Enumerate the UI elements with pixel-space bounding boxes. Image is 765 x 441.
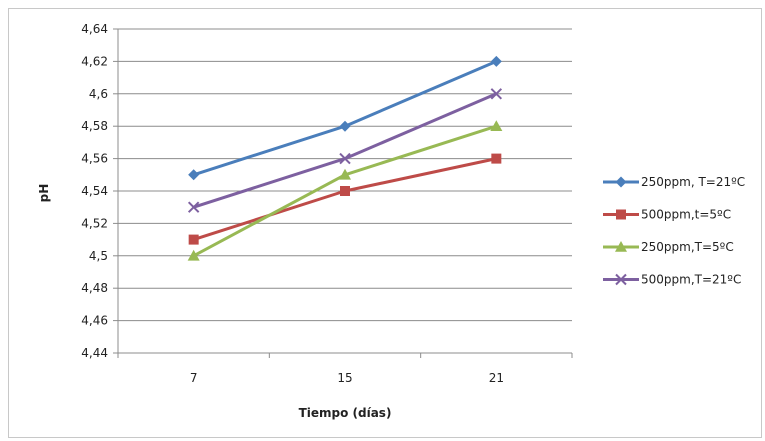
series-group [187, 55, 503, 261]
x-tick-label: 7 [190, 371, 198, 385]
legend-marker [616, 209, 626, 220]
data-point [188, 169, 200, 181]
data-point [490, 120, 503, 131]
data-point [490, 55, 502, 67]
y-tick-label: 4,46 [81, 314, 108, 328]
x-axis-title: Tiempo (días) [299, 406, 392, 420]
x-axis-ticks: 7 15 21 [190, 371, 504, 385]
marker-stroke [187, 201, 200, 213]
data-point [187, 249, 200, 261]
y-tick-label: 4,58 [81, 119, 108, 133]
x-tick-label: 21 [489, 371, 504, 385]
data-point [339, 120, 351, 132]
legend-marker [615, 176, 627, 188]
data-point [340, 186, 350, 196]
y-tick-label: 4,48 [81, 281, 108, 295]
legend-marker [615, 273, 627, 286]
y-tick-label: 4,6 [89, 87, 108, 101]
y-tick-label: 4,62 [81, 54, 108, 68]
legend-label: 500ppm,T=21ºC [641, 273, 741, 287]
y-tick-label: 4,44 [81, 346, 108, 360]
data-point [490, 88, 503, 100]
y-axis-ticks: 4,44 4,46 4,48 4,5 4,52 4,54 4,56 4,58 4,6 4,62 4,… [81, 22, 108, 360]
data-point [188, 234, 199, 245]
legend-label: 250ppm,T=5ºC [641, 240, 734, 254]
data-point [491, 153, 502, 164]
y-tick-label: 4,64 [81, 22, 108, 36]
legend-marker [615, 241, 627, 252]
y-tick-label: 4,52 [81, 216, 108, 230]
legend-label: 500ppm,t=5ºC [641, 208, 731, 222]
data-point [187, 201, 200, 213]
y-tick-label: 4,56 [81, 152, 108, 166]
y-tick-label: 4,54 [81, 184, 108, 198]
legend-label: 250ppm, T=21ºC [641, 175, 745, 189]
y-axis-title: pH [37, 184, 51, 203]
y-tick-label: 4,5 [89, 249, 108, 263]
data-point [339, 168, 351, 180]
data-point [339, 152, 351, 165]
legend: 250ppm, T=21ºC 500ppm,t=5ºC 250ppm,T=5ºC 50… [603, 175, 745, 287]
marker-stroke [339, 152, 351, 165]
marker-stroke [615, 273, 627, 286]
x-tick-label: 15 [337, 371, 352, 385]
marker-stroke [490, 88, 503, 100]
